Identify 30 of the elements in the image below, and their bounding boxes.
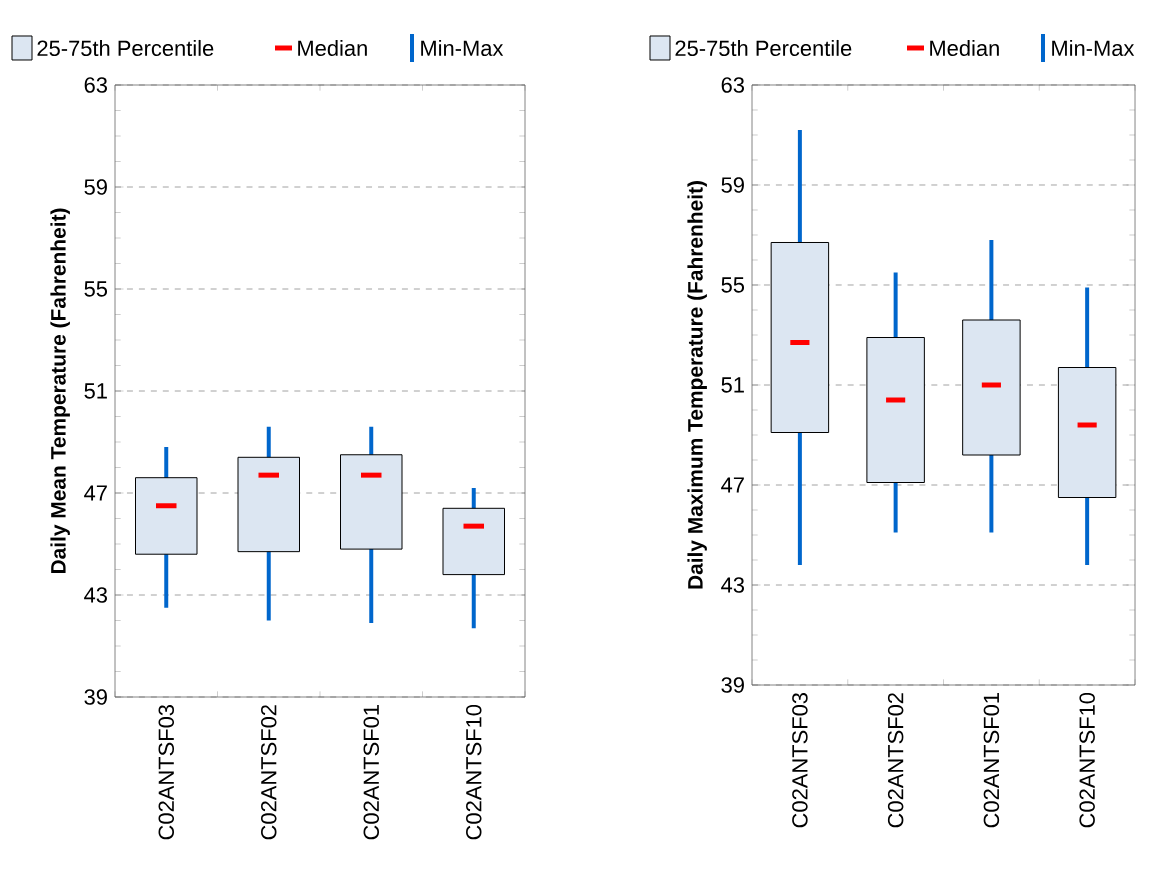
text: Median — [298, 39, 367, 57]
y-tick-label: 63 — [84, 77, 107, 93]
y-tick-label: 39 — [721, 677, 744, 693]
x-tick-label: C02ANTSF10 — [1079, 692, 1095, 828]
text: Min-Max — [421, 39, 504, 57]
y-tick-label: 59 — [84, 179, 107, 195]
y-tick-label: 51 — [84, 383, 107, 399]
text: Median — [930, 39, 999, 57]
y-tick-label: 47 — [84, 485, 107, 501]
x-tick-label: C02ANTSF10 — [466, 704, 482, 840]
y-tick-label: 43 — [84, 587, 107, 603]
x-tick-label: C02ANTSF02 — [261, 705, 277, 840]
y-tick-label: 63 — [721, 77, 744, 93]
y-tick-label: 39 — [84, 689, 107, 705]
y-tick-label: 55 — [84, 281, 108, 297]
y-tick-label: 51 — [721, 377, 744, 393]
y-tick-label: 43 — [721, 577, 744, 593]
x-tick-label: C02ANTSF03 — [158, 705, 175, 840]
text: Min-Max — [1052, 39, 1135, 57]
x-tick-label: C02ANTSF01 — [363, 705, 380, 840]
x-tick-label: C02ANTSF01 — [983, 693, 1000, 828]
x-tick-label: C02ANTSF03 — [792, 693, 808, 828]
legend-label: 25-75th Percentile — [37, 39, 214, 57]
x-tick-label: C02ANTSF02 — [887, 693, 904, 828]
y-tick-label: 55 — [721, 277, 745, 293]
y-axis-title: Daily Mean Temperature (Fahrenheit) — [50, 208, 70, 574]
legend-label: 25-75th Percentile — [675, 39, 852, 57]
y-tick-label: 47 — [721, 477, 744, 493]
y-axis-title: Daily Maximum Temperature (Fahrenheit) — [687, 181, 707, 589]
y-tick-label: 59 — [721, 177, 744, 193]
